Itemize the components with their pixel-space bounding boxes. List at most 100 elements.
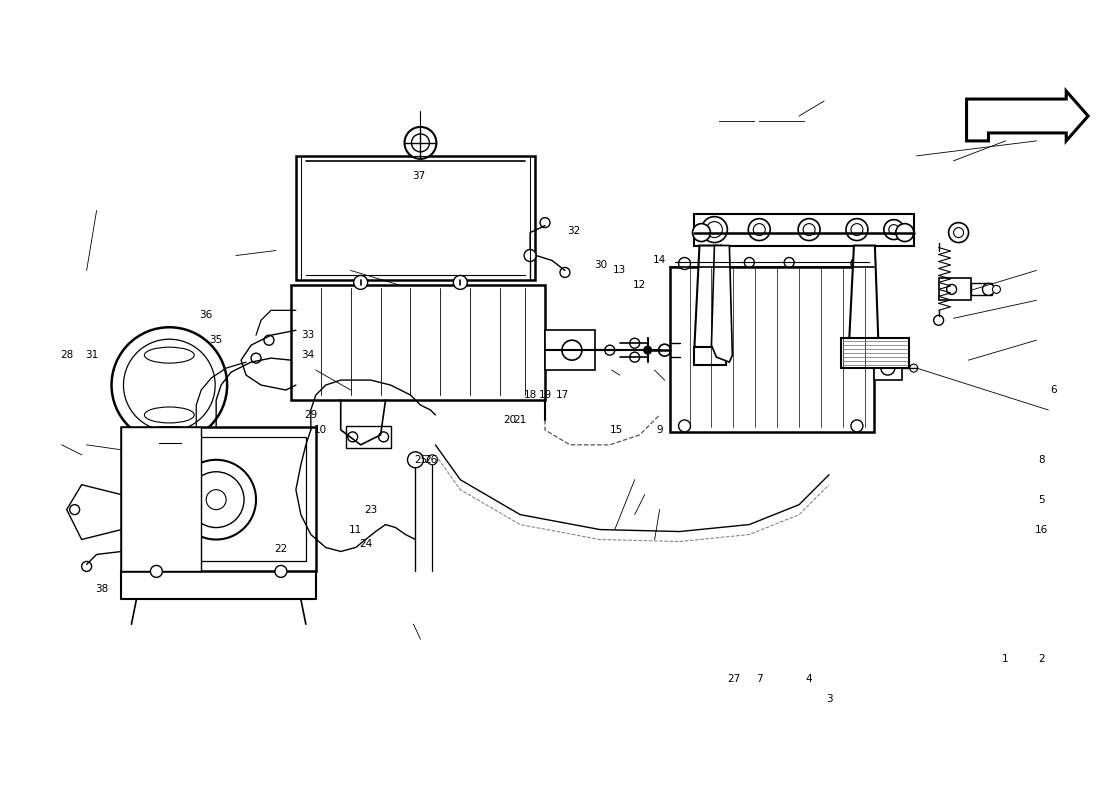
Circle shape: [784, 258, 794, 267]
Text: 38: 38: [95, 584, 108, 594]
Circle shape: [883, 220, 904, 239]
Ellipse shape: [144, 347, 195, 363]
Circle shape: [188, 472, 244, 527]
Circle shape: [524, 250, 536, 262]
Text: 15: 15: [610, 425, 624, 435]
Text: 33: 33: [301, 330, 315, 340]
Text: 23: 23: [364, 505, 377, 514]
Bar: [970, 283, 992, 295]
Bar: [544, 330, 595, 370]
Circle shape: [562, 340, 582, 360]
Bar: [296, 156, 535, 281]
Text: 26: 26: [424, 454, 437, 465]
Circle shape: [123, 339, 216, 431]
Circle shape: [754, 224, 766, 235]
Polygon shape: [967, 91, 1088, 141]
Bar: [121, 427, 201, 571]
Circle shape: [881, 361, 894, 375]
Circle shape: [748, 218, 770, 241]
Circle shape: [378, 432, 388, 442]
Circle shape: [693, 224, 711, 242]
Circle shape: [405, 127, 437, 159]
Circle shape: [851, 224, 862, 235]
Text: 5: 5: [1038, 494, 1045, 505]
Text: 36: 36: [199, 310, 212, 320]
Bar: [694, 214, 914, 246]
Text: 19: 19: [538, 390, 551, 400]
Text: 27: 27: [728, 674, 741, 684]
Text: 35: 35: [209, 335, 223, 346]
Bar: [873, 356, 902, 380]
Text: 13: 13: [613, 266, 626, 275]
Circle shape: [629, 338, 640, 348]
Circle shape: [934, 315, 944, 326]
Text: 17: 17: [556, 390, 569, 400]
Circle shape: [629, 352, 640, 362]
Text: 11: 11: [349, 525, 362, 534]
Circle shape: [679, 420, 691, 432]
Text: 22: 22: [274, 545, 287, 554]
Bar: [938, 278, 970, 300]
Circle shape: [560, 267, 570, 278]
Circle shape: [251, 353, 261, 363]
Circle shape: [644, 346, 651, 354]
Bar: [345, 426, 390, 448]
Text: 3: 3: [826, 694, 833, 704]
Text: 10: 10: [315, 425, 328, 435]
Bar: [132, 437, 306, 562]
Circle shape: [803, 224, 815, 235]
Bar: [160, 427, 182, 445]
Ellipse shape: [144, 407, 195, 423]
Bar: [121, 427, 316, 571]
Text: 20: 20: [504, 415, 517, 425]
Text: 14: 14: [653, 255, 667, 266]
Circle shape: [889, 225, 899, 234]
Text: 30: 30: [594, 261, 607, 270]
Text: 1: 1: [1002, 654, 1009, 664]
Text: 12: 12: [634, 280, 647, 290]
Text: 25: 25: [414, 454, 427, 465]
Text: 21: 21: [514, 415, 527, 425]
Text: 24: 24: [359, 539, 372, 550]
Text: 7: 7: [756, 674, 762, 684]
Circle shape: [69, 505, 79, 514]
Circle shape: [206, 490, 227, 510]
Circle shape: [264, 335, 274, 345]
Circle shape: [540, 218, 550, 228]
Circle shape: [605, 345, 615, 355]
Text: 34: 34: [301, 350, 315, 360]
Text: 2: 2: [1038, 654, 1045, 664]
Bar: [670, 267, 873, 432]
Text: 29: 29: [305, 410, 318, 420]
Text: 31: 31: [85, 350, 98, 360]
Circle shape: [679, 258, 691, 270]
Circle shape: [659, 344, 671, 356]
Circle shape: [851, 258, 862, 270]
Circle shape: [947, 285, 957, 294]
Polygon shape: [694, 246, 724, 360]
Text: 9: 9: [657, 425, 663, 435]
Circle shape: [895, 224, 914, 242]
Circle shape: [151, 566, 163, 578]
Circle shape: [851, 420, 862, 432]
Circle shape: [846, 218, 868, 241]
Circle shape: [176, 460, 256, 539]
Circle shape: [954, 228, 964, 238]
Text: 37: 37: [411, 170, 425, 181]
Text: 32: 32: [568, 226, 581, 235]
Circle shape: [745, 258, 755, 267]
Bar: [290, 286, 544, 400]
Polygon shape: [712, 246, 733, 362]
Circle shape: [81, 562, 91, 571]
Circle shape: [407, 452, 424, 468]
Circle shape: [948, 222, 968, 242]
Circle shape: [910, 364, 917, 372]
Circle shape: [702, 217, 727, 242]
Circle shape: [354, 275, 367, 290]
Circle shape: [992, 286, 1000, 294]
Text: 18: 18: [524, 390, 537, 400]
Circle shape: [799, 218, 821, 241]
Text: 4: 4: [806, 674, 813, 684]
Circle shape: [706, 222, 723, 238]
Polygon shape: [849, 246, 879, 362]
